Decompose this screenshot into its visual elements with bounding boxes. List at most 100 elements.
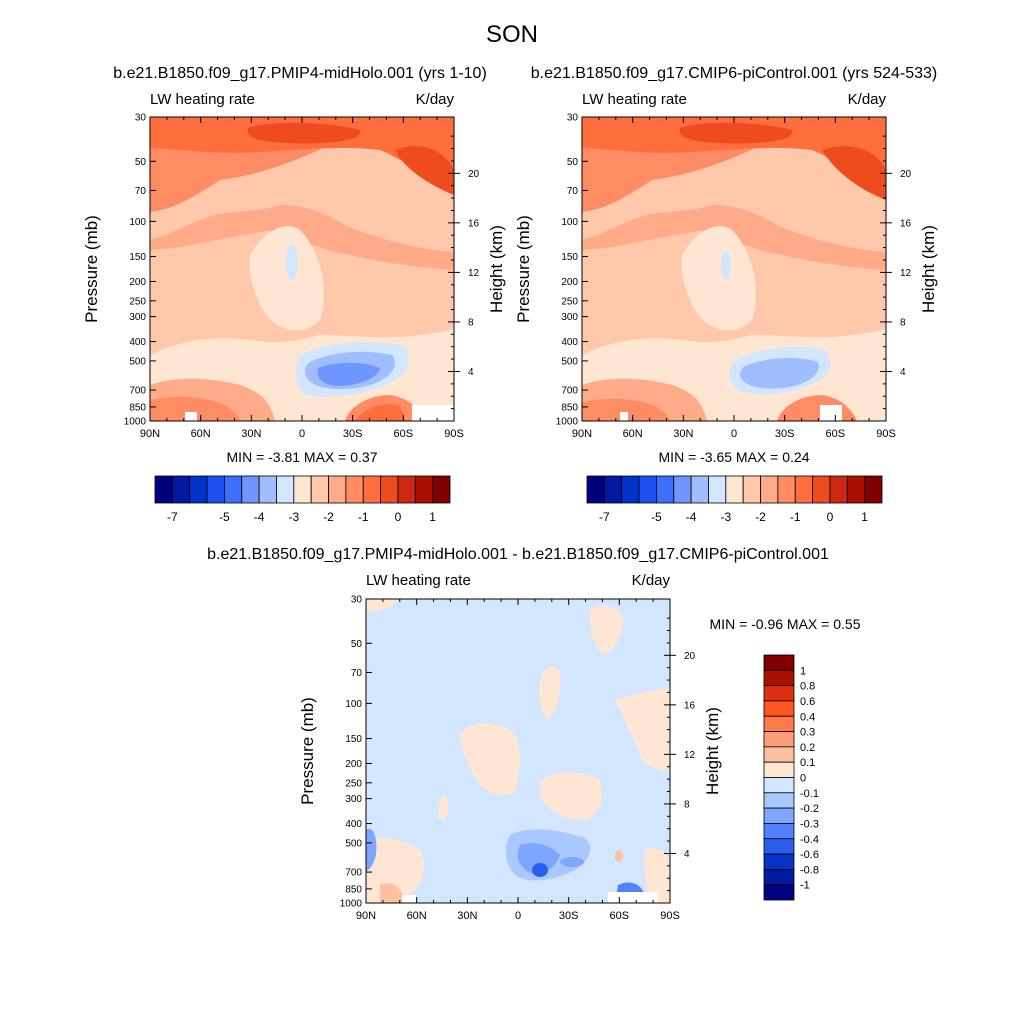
y-tick-label: 500 (561, 356, 578, 367)
x-tick-label: 90N (572, 428, 592, 440)
contour-low-cooler (739, 357, 819, 389)
colorbar-label: -1 (800, 880, 810, 892)
colorbar-swatch (380, 475, 399, 504)
y-tick-label: 150 (345, 734, 362, 745)
contour-polar-max (822, 146, 886, 200)
colorbar-label: -4 (686, 510, 697, 524)
y-tick-label: 100 (561, 217, 578, 228)
contour-field (366, 599, 670, 903)
y-tick-label: 300 (561, 312, 578, 323)
panel-title: b.e21.B1850.f09_g17.CMIP6-piControl.001 … (531, 65, 937, 82)
colorbar-swatch (414, 475, 434, 504)
y-tick-label: 400 (345, 819, 362, 830)
colorbar-swatch (673, 475, 692, 504)
panel-title: b.e21.B1850.f09_g17.PMIP4-midHolo.001 (y… (113, 65, 487, 82)
y-tick-label: 150 (561, 252, 578, 263)
colorbar-label: 0.8 (800, 681, 815, 693)
colorbar-swatch (362, 475, 381, 504)
y-tick-label: 250 (129, 296, 146, 307)
y-tick-label: 700 (561, 386, 578, 397)
y-axis-title: Pressure (mb) (514, 215, 533, 323)
colorbar-label: -0.8 (800, 864, 819, 876)
contour-strato-max (247, 122, 361, 144)
missing-data-cell (608, 892, 658, 903)
y-tick-label: 700 (129, 386, 146, 397)
colorbar-swatch (763, 654, 795, 671)
colorbar-swatch (763, 868, 795, 886)
missing-data-cell (620, 412, 628, 421)
y-tick-label: 30 (351, 595, 363, 606)
colorbar-swatch (864, 475, 883, 504)
colorbar-swatch (206, 475, 225, 504)
colorbar-label: -0.4 (800, 834, 819, 846)
contour-warm-patch (460, 723, 520, 796)
colorbar-swatch (154, 475, 173, 504)
colorbar-swatch (777, 475, 796, 504)
x-tick-label: 30N (241, 428, 261, 440)
units-label: K/day (848, 91, 887, 108)
y2-tick-label: 16 (900, 218, 912, 229)
y2-tick-label: 20 (900, 169, 912, 180)
colorbar-label: -7 (599, 510, 610, 524)
contour-surface-north-core (582, 398, 670, 421)
y-tick-label: 70 (351, 668, 363, 679)
contour-strato-max (679, 122, 793, 144)
y-tick-label: 50 (135, 157, 147, 168)
colorbar-label: -3 (288, 510, 299, 524)
colorbar-label: 1 (800, 665, 806, 677)
colorbar-label: 0.1 (800, 757, 815, 769)
colorbar-label: -2 (323, 510, 334, 524)
y2-tick-label: 4 (468, 367, 474, 378)
contour-cool-mid (560, 857, 584, 867)
colorbar-swatch (656, 475, 675, 504)
axes: 90N 60N 30N 0 30S 60S 90S 30 50 70 100 150 200 250 300… (340, 595, 696, 923)
y-tick-label: 50 (567, 157, 579, 168)
missing-data-cell (185, 412, 197, 421)
x-tick-label: 90N (140, 428, 160, 440)
colorbar-label: -0.2 (800, 803, 819, 815)
colorbar-swatch (310, 475, 329, 504)
y2-tick-label: 8 (684, 799, 690, 810)
y-tick-label: 300 (129, 312, 146, 323)
colorbar-label: 0 (395, 510, 402, 524)
colorbar-swatch (763, 853, 795, 870)
y-tick-label: 150 (129, 252, 146, 263)
x-tick-label: 30S (343, 428, 363, 440)
y-tick-label: 300 (345, 794, 362, 805)
colorbar-label: -7 (167, 510, 178, 524)
y-tick-label: 70 (135, 186, 147, 197)
y-tick-label: 500 (345, 838, 362, 849)
colorbar-swatch (763, 838, 795, 855)
colorbar-swatch (742, 475, 761, 504)
colorbar-swatch (829, 475, 848, 504)
contour-warm-core (615, 850, 623, 862)
contour-warm-patch (539, 666, 561, 720)
colorbar-label: 1 (861, 510, 868, 524)
y-tick-label: 70 (567, 186, 579, 197)
colorbar-swatch (345, 475, 364, 504)
y-tick-label: 1000 (556, 417, 579, 428)
colorbar-swatch (725, 475, 744, 504)
colorbar-swatch (763, 777, 795, 794)
contour-warm-patch (615, 688, 670, 771)
colorbar-swatch (621, 475, 640, 504)
panel-midholo: b.e21.B1850.f09_g17.PMIP4-midHolo.001 (y… (82, 65, 506, 524)
colorbar-label: -2 (755, 510, 766, 524)
missing-data-cell (412, 405, 454, 421)
colorbar-swatch (189, 475, 208, 504)
colorbar-swatch (763, 715, 795, 732)
colorbar-swatch (763, 746, 795, 763)
units-label: K/day (416, 91, 455, 108)
x-tick-label: 90S (660, 910, 680, 922)
contour-tropical-tongue (681, 226, 756, 331)
colorbar-swatch (763, 792, 795, 809)
y-tick-label: 1000 (124, 417, 147, 428)
units-label: K/day (632, 572, 671, 589)
y-tick-label: 500 (129, 356, 146, 367)
y2-tick-label: 4 (900, 367, 906, 378)
y2-tick-label: 16 (684, 700, 696, 711)
y2-tick-label: 20 (468, 169, 480, 180)
contour-cool-core (532, 863, 548, 877)
x-tick-label: 0 (731, 428, 737, 440)
